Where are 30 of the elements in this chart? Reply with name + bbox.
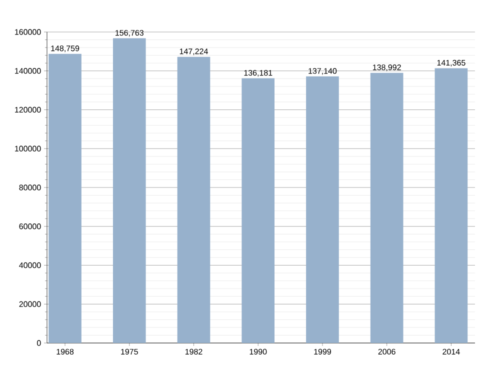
y-tick-label: 40000 [19,262,41,268]
y-tick-label: 60000 [19,224,41,230]
data-label: 137,140 [308,68,337,75]
x-tick-label: 1975 [121,348,138,355]
x-tick-label: 2006 [378,348,396,355]
data-label: 141,365 [437,60,466,67]
y-tick-label: 100000 [15,146,41,152]
bar [48,54,82,343]
x-tick-label: 1982 [185,348,202,355]
y-tick-label: 20000 [19,301,41,307]
bar [434,68,468,343]
y-tick-label: 140000 [15,68,41,74]
data-label: 136,181 [244,70,272,77]
x-tick-label: 1990 [250,348,267,355]
bar [306,76,339,343]
bar [242,78,275,343]
y-tick-label: 120000 [15,106,41,113]
x-tick-label: 2014 [442,348,460,355]
y-tick-label: 0 [37,340,41,346]
data-label: 138,992 [372,64,401,72]
data-label: 148,759 [51,46,80,52]
data-label: 156,763 [116,30,144,37]
bar [177,56,210,343]
y-tick-label: 160000 [15,29,41,35]
bar [112,38,146,343]
y-tick-label: 80000 [19,184,41,190]
x-tick-label: 1968 [56,348,74,355]
x-tick-label: 1999 [314,348,331,355]
bar [370,72,404,343]
data-label: 147,224 [180,48,208,56]
